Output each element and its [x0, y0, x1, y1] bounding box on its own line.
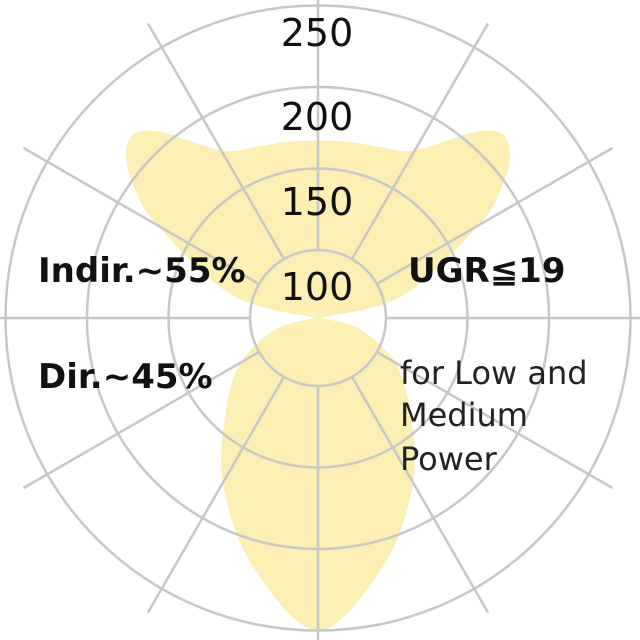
grid-spoke-330: [146, 22, 286, 260]
grid-spoke-120: [376, 350, 614, 490]
grid-spoke-210: [146, 376, 286, 614]
grid-spoke-150: [350, 376, 490, 614]
radial-tick-150: 150: [281, 180, 354, 224]
note-line-1: for Low and: [400, 354, 588, 392]
radial-tick-250: 250: [281, 11, 354, 55]
note-line-3: Power: [400, 440, 498, 478]
direct-percentage-label: Dir.~45%: [38, 357, 213, 397]
grid-spoke-240: [22, 350, 260, 490]
ugr-label: UGR≦19: [408, 251, 566, 291]
note-line-2: Medium: [400, 396, 528, 434]
grid-spoke-300: [22, 146, 260, 286]
radial-tick-100: 100: [281, 265, 354, 309]
radial-tick-200: 200: [281, 95, 354, 139]
indirect-percentage-label: Indir.~55%: [38, 251, 246, 291]
grid-spoke-30: [350, 22, 490, 260]
grid-spoke-60: [376, 146, 614, 286]
